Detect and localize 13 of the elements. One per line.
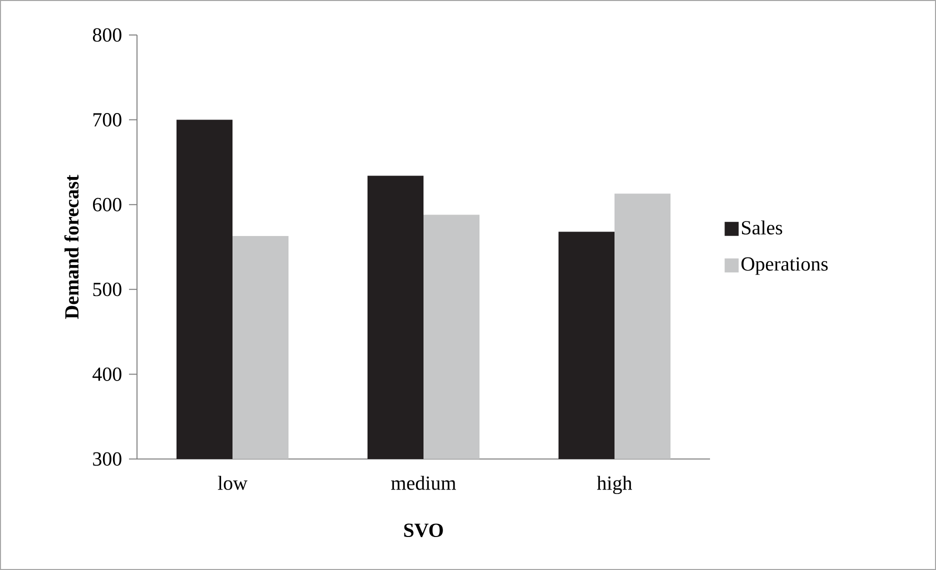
y-tick-label: 700 [93,113,122,127]
y-tick-label: 600 [93,198,122,212]
y-tick-label: 500 [93,282,122,296]
x-axis-title: SVO [404,524,443,538]
x-tick-label: low [218,476,248,490]
y-tick-label: 800 [92,28,122,42]
y-tick-label: 300 [93,452,122,466]
x-tick-label: medium [391,476,456,490]
y-tick-label: 400 [92,367,122,381]
legend-label: Sales [742,220,782,235]
y-axis-title: Demand forecast [64,174,79,319]
x-tick-label: high [596,476,632,494]
legend-label: Operations [741,257,828,275]
